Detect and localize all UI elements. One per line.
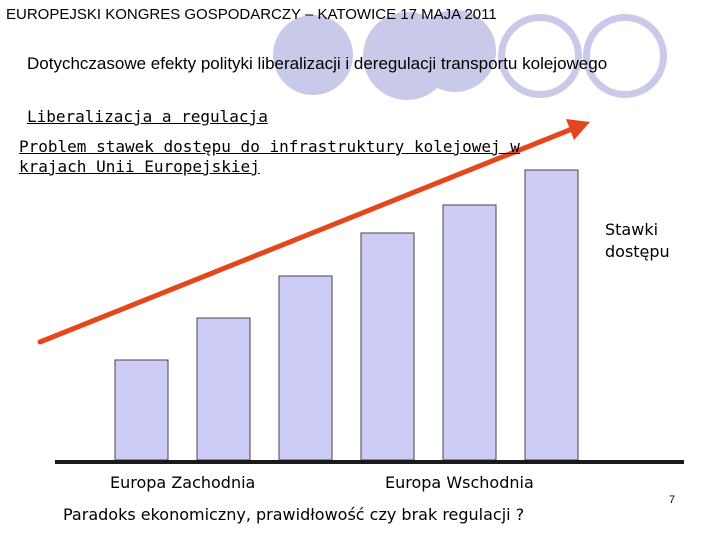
decor-circle-3 bbox=[414, 10, 496, 92]
trend-arrow-head bbox=[566, 119, 590, 140]
legend-label: Stawki dostępu bbox=[605, 220, 670, 261]
header-text: EUROPEJSKI KONGRES GOSPODARCZY – KATOWIC… bbox=[6, 6, 497, 23]
decor-circle-1 bbox=[273, 15, 353, 95]
page-number: 7 bbox=[669, 494, 676, 506]
bar-6 bbox=[524, 169, 579, 461]
bar-3 bbox=[278, 275, 333, 461]
decor-ring-1 bbox=[498, 14, 582, 98]
bar-2 bbox=[196, 317, 251, 461]
subtitle-access-charges: Problem stawek dostępu do infrastruktury… bbox=[19, 137, 520, 176]
trend-arrow-line bbox=[37, 126, 575, 345]
bar-4 bbox=[360, 232, 415, 461]
group-label-east: Europa Wschodnia bbox=[385, 473, 534, 492]
bottom-question: Paradoks ekonomiczny, prawidłowość czy b… bbox=[63, 505, 525, 524]
group-label-west: Europa Zachodnia bbox=[110, 473, 256, 492]
bar-1 bbox=[114, 359, 169, 461]
bar-5 bbox=[442, 204, 497, 461]
decor-ring-2 bbox=[583, 14, 667, 98]
slide-title: Dotychczasowe efekty polityki liberaliza… bbox=[27, 54, 608, 73]
subtitle-liberalization: Liberalizacja a regulacja bbox=[27, 107, 268, 126]
